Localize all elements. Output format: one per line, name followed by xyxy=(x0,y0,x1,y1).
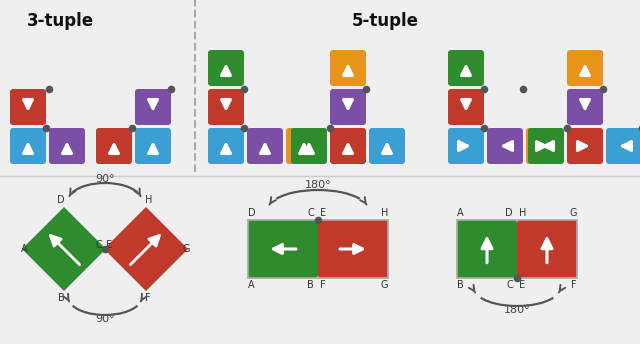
Text: E: E xyxy=(519,280,525,290)
FancyBboxPatch shape xyxy=(487,128,523,164)
FancyBboxPatch shape xyxy=(528,128,564,164)
FancyBboxPatch shape xyxy=(330,50,366,86)
Text: D: D xyxy=(506,208,513,218)
FancyBboxPatch shape xyxy=(96,128,132,164)
Text: 90°: 90° xyxy=(95,314,115,324)
FancyBboxPatch shape xyxy=(49,128,85,164)
FancyBboxPatch shape xyxy=(10,89,46,125)
Bar xyxy=(248,220,388,278)
Text: B: B xyxy=(58,293,65,303)
Text: 3-tuple: 3-tuple xyxy=(26,12,93,30)
Text: F: F xyxy=(320,280,326,290)
Text: 5-tuple: 5-tuple xyxy=(351,12,419,30)
Text: D: D xyxy=(248,208,255,218)
FancyBboxPatch shape xyxy=(330,128,366,164)
FancyBboxPatch shape xyxy=(567,89,603,125)
Text: E: E xyxy=(106,240,112,250)
Text: 90°: 90° xyxy=(95,174,115,184)
FancyBboxPatch shape xyxy=(135,89,171,125)
Text: H: H xyxy=(519,208,526,218)
FancyBboxPatch shape xyxy=(448,128,484,164)
Text: B: B xyxy=(457,280,464,290)
FancyBboxPatch shape xyxy=(457,220,517,278)
Text: H: H xyxy=(381,208,388,218)
Bar xyxy=(457,220,577,278)
FancyBboxPatch shape xyxy=(208,128,244,164)
Text: 180°: 180° xyxy=(504,305,531,315)
Text: C: C xyxy=(506,280,513,290)
FancyBboxPatch shape xyxy=(208,89,244,125)
Text: C: C xyxy=(307,208,314,218)
Polygon shape xyxy=(22,207,106,291)
Text: A: A xyxy=(20,244,28,254)
Text: G: G xyxy=(381,280,388,290)
FancyBboxPatch shape xyxy=(291,128,327,164)
FancyBboxPatch shape xyxy=(369,128,405,164)
Text: F: F xyxy=(145,293,150,303)
Polygon shape xyxy=(104,207,188,291)
Text: G: G xyxy=(182,244,189,254)
FancyBboxPatch shape xyxy=(567,50,603,86)
Text: C: C xyxy=(95,240,102,250)
FancyBboxPatch shape xyxy=(526,128,562,164)
Text: D: D xyxy=(58,195,65,205)
FancyBboxPatch shape xyxy=(606,128,640,164)
FancyBboxPatch shape xyxy=(448,89,484,125)
FancyBboxPatch shape xyxy=(208,50,244,86)
FancyBboxPatch shape xyxy=(247,128,283,164)
Text: F: F xyxy=(572,280,577,290)
Text: H: H xyxy=(145,195,152,205)
FancyBboxPatch shape xyxy=(286,128,322,164)
FancyBboxPatch shape xyxy=(318,220,388,278)
FancyBboxPatch shape xyxy=(330,89,366,125)
Text: G: G xyxy=(570,208,577,218)
FancyBboxPatch shape xyxy=(248,220,318,278)
FancyBboxPatch shape xyxy=(10,128,46,164)
FancyBboxPatch shape xyxy=(517,220,577,278)
Text: E: E xyxy=(320,208,326,218)
Text: A: A xyxy=(248,280,255,290)
Text: B: B xyxy=(307,280,314,290)
Text: 180°: 180° xyxy=(305,180,332,190)
FancyBboxPatch shape xyxy=(448,50,484,86)
Text: A: A xyxy=(457,208,463,218)
FancyBboxPatch shape xyxy=(135,128,171,164)
FancyBboxPatch shape xyxy=(567,128,603,164)
